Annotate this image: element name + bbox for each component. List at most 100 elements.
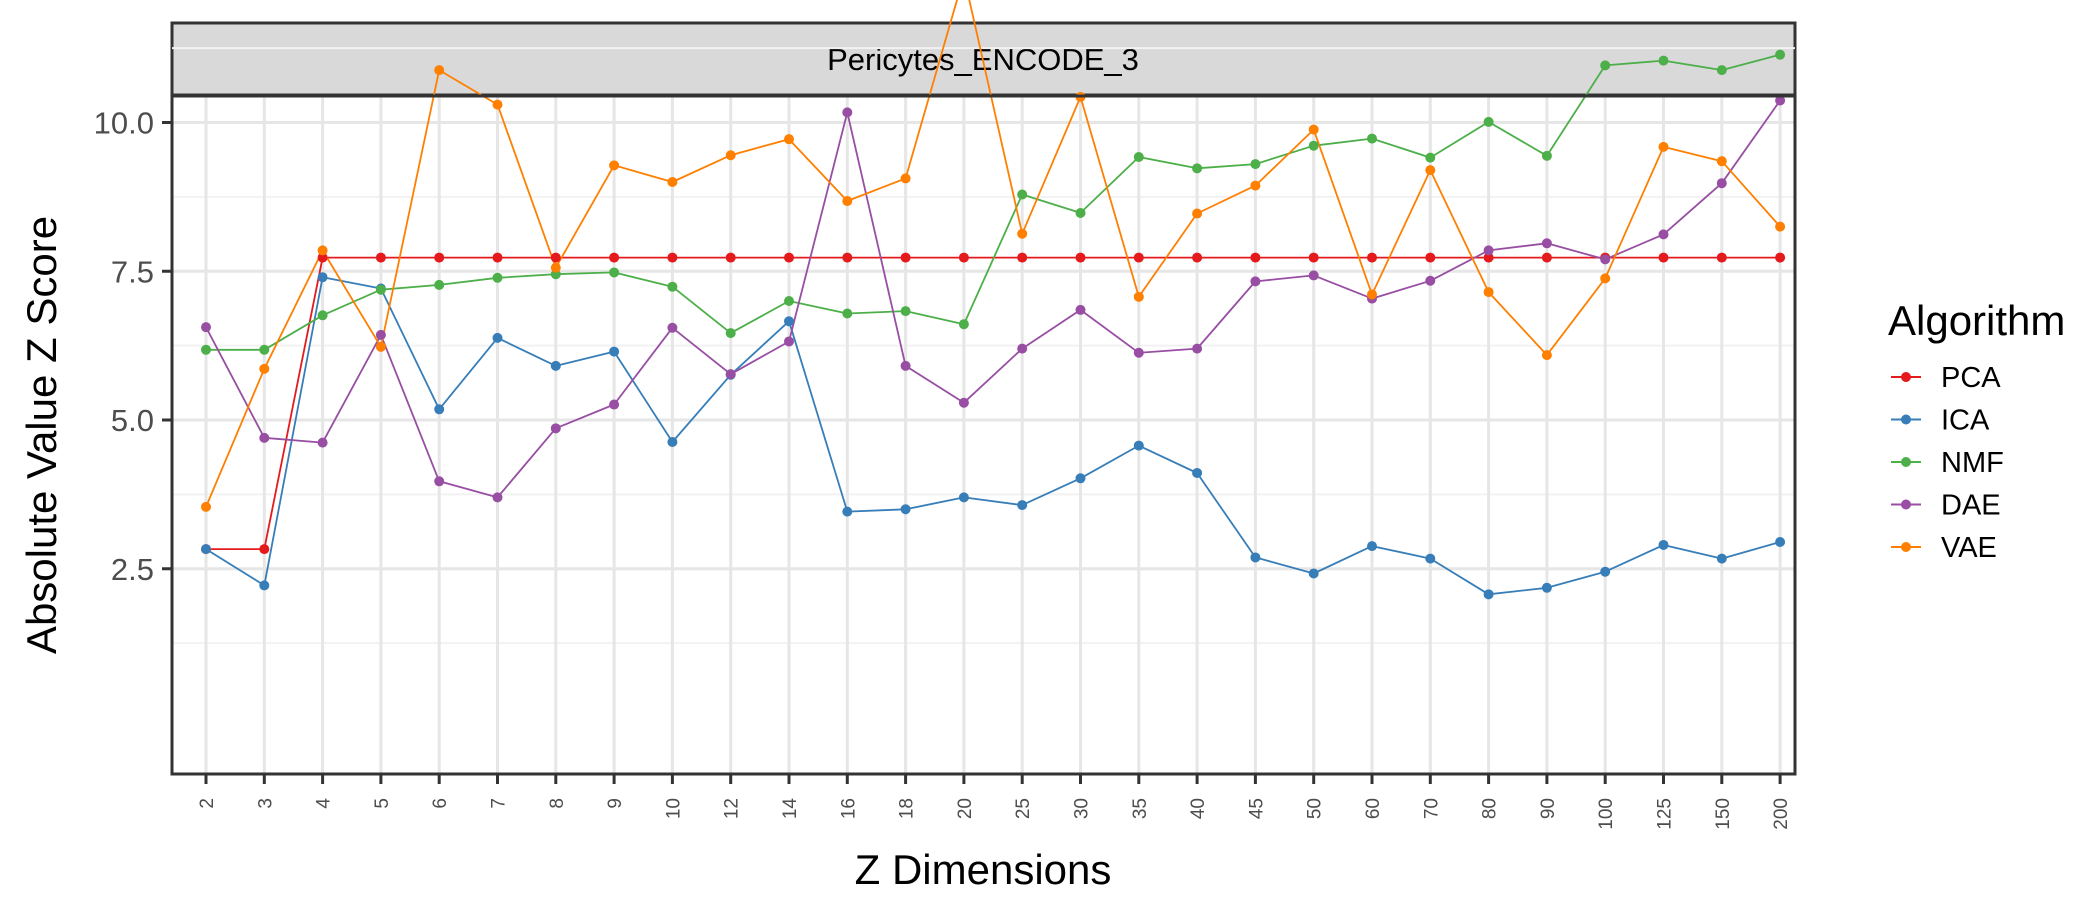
legend-label-pca: PCA xyxy=(1941,362,2001,394)
data-point-pca xyxy=(842,252,853,263)
data-point-nmf xyxy=(1017,189,1028,200)
series-line-vae xyxy=(205,0,1781,508)
data-point-dae xyxy=(1425,275,1436,286)
plot-panel-border xyxy=(170,94,1797,776)
x-tick-label: 6 xyxy=(430,798,451,809)
data-point-ica xyxy=(1133,440,1144,451)
data-point-nmf xyxy=(317,310,328,321)
data-point-nmf xyxy=(201,344,211,355)
x-tick-label: 9 xyxy=(605,798,626,809)
data-point-nmf xyxy=(725,328,736,339)
x-tick-label: 30 xyxy=(1072,798,1093,819)
x-tick-label: 70 xyxy=(1421,798,1442,819)
x-tick-label: 10 xyxy=(663,798,684,819)
data-point-nmf xyxy=(667,281,678,292)
data-point-pca xyxy=(1716,252,1727,263)
legend-key-point xyxy=(1901,414,1911,425)
data-point-dae xyxy=(1075,304,1086,315)
data-point-pca xyxy=(375,252,386,263)
data-point-ica xyxy=(1541,582,1552,593)
data-point-vae xyxy=(375,341,386,352)
data-point-nmf xyxy=(609,267,620,278)
data-point-dae xyxy=(842,107,853,118)
data-point-ica xyxy=(201,544,211,555)
data-point-vae xyxy=(1483,287,1494,298)
data-point-nmf xyxy=(1308,140,1319,151)
y-axis-title: Absolute Value Z Score xyxy=(18,216,65,654)
data-point-vae xyxy=(1425,165,1436,176)
data-point-vae xyxy=(1541,350,1552,361)
x-tick-label: 80 xyxy=(1480,798,1501,819)
data-point-pca xyxy=(725,252,736,263)
legend: Algorithm PCA ICA NMF DAE VAE xyxy=(1888,297,2065,564)
data-point-vae xyxy=(1775,221,1786,232)
series-line-dae xyxy=(205,99,1781,499)
plot-panel xyxy=(172,96,1795,774)
data-point-vae xyxy=(492,99,503,110)
data-point-ica xyxy=(1075,473,1086,484)
x-tick-label: 7 xyxy=(489,798,510,809)
data-point-pca xyxy=(958,252,969,263)
x-tick-label: 8 xyxy=(547,798,568,809)
data-point-vae xyxy=(1600,273,1611,284)
data-point-dae xyxy=(1541,238,1552,249)
y-tick-label: 2.5 xyxy=(111,552,154,587)
data-point-dae xyxy=(317,437,328,448)
y-tick-label: 10.0 xyxy=(94,106,154,141)
data-point-dae xyxy=(784,336,794,347)
data-point-pca xyxy=(1367,252,1377,263)
data-point-dae xyxy=(1483,245,1494,256)
data-point-pca xyxy=(1483,252,1494,263)
data-point-ica xyxy=(259,580,270,591)
data-point-ica xyxy=(900,504,911,515)
data-point-dae xyxy=(201,322,211,333)
data-point-nmf xyxy=(1483,116,1494,127)
data-point-nmf xyxy=(1250,159,1261,170)
y-tick-label: 5.0 xyxy=(111,403,154,438)
data-point-nmf xyxy=(900,306,911,317)
data-point-dae xyxy=(1775,95,1786,106)
data-point-pca xyxy=(784,252,794,263)
data-point-nmf xyxy=(1658,55,1669,66)
data-point-dae xyxy=(900,360,911,371)
series-line-nmf xyxy=(206,53,1781,351)
x-tick-label: 4 xyxy=(314,798,335,809)
data-point-ica xyxy=(1658,539,1669,550)
data-point-ica xyxy=(1017,500,1028,511)
data-point-ica xyxy=(609,346,620,357)
x-tick-label: 150 xyxy=(1713,798,1734,830)
data-point-nmf xyxy=(1775,49,1786,60)
legend-title: Algorithm xyxy=(1888,297,2065,344)
x-tick-label: 2 xyxy=(197,798,218,809)
data-point-ica xyxy=(1600,566,1611,577)
data-point-ica xyxy=(434,404,445,415)
x-tick-label: 200 xyxy=(1771,798,1792,830)
data-point-nmf xyxy=(958,319,969,330)
data-point-pca xyxy=(1250,252,1261,263)
data-point-dae xyxy=(1192,343,1203,354)
data-point-ica xyxy=(1250,552,1261,563)
data-point-vae xyxy=(1192,208,1203,219)
x-tick-label: 5 xyxy=(372,798,393,809)
x-tick-label: 90 xyxy=(1538,798,1559,819)
data-point-dae xyxy=(1017,343,1028,354)
data-point-vae xyxy=(317,245,328,256)
data-point-dae xyxy=(609,399,620,410)
data-point-ica xyxy=(958,492,969,503)
data-point-pca xyxy=(1075,252,1086,263)
data-point-nmf xyxy=(1133,152,1144,163)
data-point-pca xyxy=(259,544,270,555)
data-point-nmf xyxy=(1600,60,1611,71)
data-point-ica xyxy=(1192,467,1203,478)
data-point-ica xyxy=(1483,589,1494,600)
data-point-dae xyxy=(725,369,736,380)
x-tick-label: 3 xyxy=(255,798,276,809)
data-point-vae xyxy=(550,262,561,273)
data-point-vae xyxy=(784,134,794,145)
data-point-pca xyxy=(492,252,503,263)
data-point-ica xyxy=(1775,536,1786,547)
data-point-vae xyxy=(725,150,736,161)
x-tick-label: 50 xyxy=(1305,798,1326,819)
data-point-pca xyxy=(1541,252,1552,263)
